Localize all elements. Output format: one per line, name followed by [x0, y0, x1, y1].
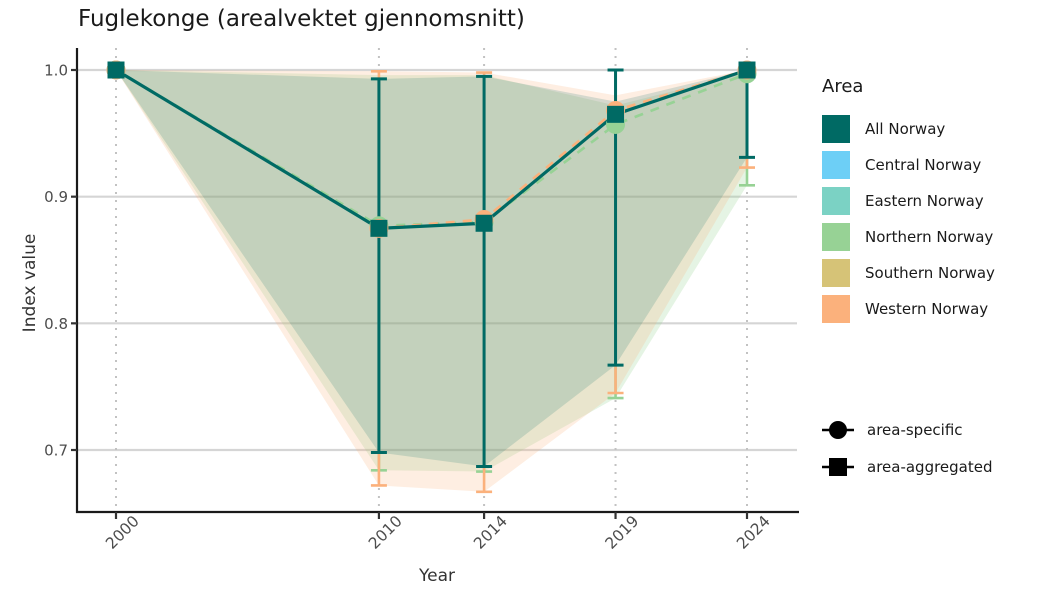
y-tick-label: 1.0 — [44, 62, 68, 80]
x-tick-label: 2010 — [365, 512, 406, 553]
legend-item-western-norway: Western Norway — [822, 291, 995, 327]
x-axis-title: Year — [419, 566, 455, 586]
color-swatch-northern-norway — [822, 223, 850, 251]
all-norway-point-2019 — [607, 105, 625, 123]
all-norway-errorbar-2014 — [476, 74, 493, 468]
legend-item-eastern-norway: Eastern Norway — [822, 183, 995, 219]
error-bars — [370, 68, 756, 494]
all-norway-point-2014 — [475, 214, 493, 232]
confidence-bands — [116, 70, 748, 492]
square-key-icon — [822, 457, 854, 476]
color-swatch-central-norway — [822, 151, 850, 179]
color-swatch-southern-norway — [822, 259, 850, 287]
x-tick-label: 2014 — [470, 512, 511, 553]
legend-item-all-norway: All Norway — [822, 111, 995, 147]
legend-label: Southern Norway — [865, 264, 995, 282]
x-tick-label: 2000 — [102, 512, 143, 553]
all-norway-point-2010 — [370, 219, 388, 237]
color-swatch-eastern-norway — [822, 187, 850, 215]
area-legend-title: Area — [822, 76, 864, 97]
western-norway-band — [116, 70, 748, 492]
area-legend: Area All Norway Central Norway Eastern N… — [822, 76, 995, 327]
legend-item-northern-norway: Northern Norway — [822, 219, 995, 255]
y-axis-title: Index value — [20, 233, 40, 333]
shape-label: area-aggregated — [867, 457, 993, 476]
legend-item-southern-norway: Southern Norway — [822, 255, 995, 291]
legend-label: Central Norway — [865, 156, 982, 174]
x-tick-label: 2024 — [733, 512, 774, 553]
markers — [106, 60, 757, 238]
circle-key-icon — [822, 420, 854, 439]
shape-label: area-specific — [867, 420, 963, 439]
legend-label: All Norway — [865, 120, 946, 138]
all-norway-point-2000 — [107, 61, 125, 79]
all-norway-band — [116, 70, 748, 467]
y-tick-label: 0.9 — [44, 188, 68, 206]
legend-label: Northern Norway — [865, 228, 994, 246]
legend-label: Western Norway — [865, 300, 989, 318]
color-swatch-all-norway — [822, 115, 850, 143]
shape-item-area-aggregated: area-aggregated — [822, 448, 993, 485]
legend-item-central-norway: Central Norway — [822, 147, 995, 183]
northern-norway-band — [116, 70, 748, 472]
chart-title: Fuglekonge (arealvektet gjennomsnitt) — [78, 6, 525, 32]
x-tick-label: 2019 — [602, 512, 643, 553]
all-norway-point-2024 — [738, 61, 756, 79]
y-tick-label: 0.8 — [44, 315, 68, 333]
all-norway-errorbar-2010 — [370, 77, 387, 455]
shape-legend: area-specific area-aggregated — [822, 411, 993, 485]
shape-item-area-specific: area-specific — [822, 411, 993, 448]
legend-label: Eastern Norway — [865, 192, 984, 210]
y-tick-label: 0.7 — [44, 442, 68, 460]
color-swatch-western-norway — [822, 295, 850, 323]
